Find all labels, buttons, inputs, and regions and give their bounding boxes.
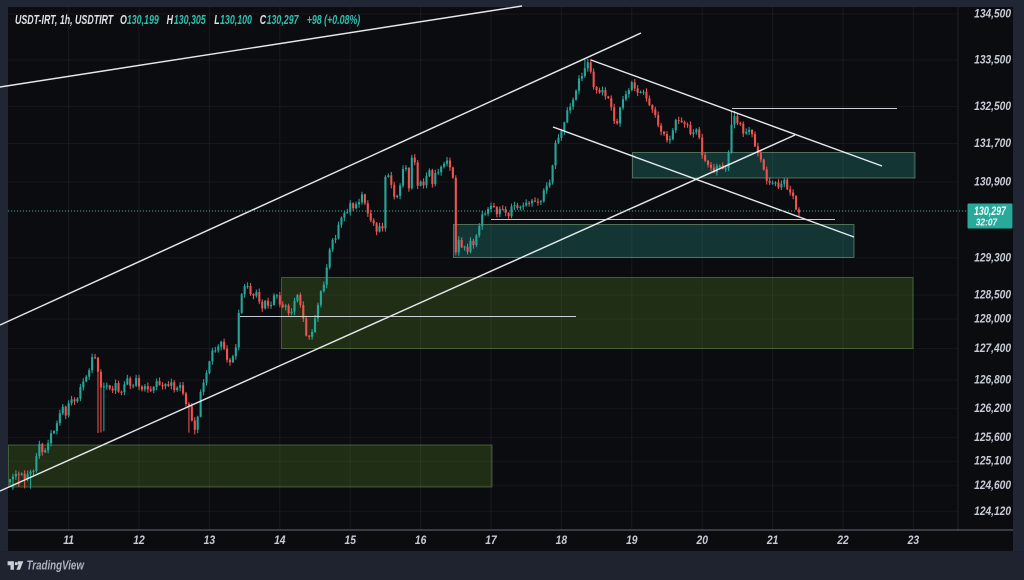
svg-text:13: 13 <box>204 534 216 547</box>
svg-text:133,500: 133,500 <box>974 54 1012 67</box>
svg-text:130,297: 130,297 <box>974 206 1007 218</box>
svg-text:32:07: 32:07 <box>976 217 998 229</box>
svg-text:128,500: 128,500 <box>974 289 1012 302</box>
svg-text:126,800: 126,800 <box>974 374 1012 387</box>
svg-text:18: 18 <box>556 534 568 547</box>
svg-text:131,700: 131,700 <box>974 137 1012 150</box>
svg-text:TradingView: TradingView <box>27 559 85 573</box>
svg-text:129,300: 129,300 <box>974 252 1012 265</box>
svg-text:126,200: 126,200 <box>974 403 1012 416</box>
svg-text:128,000: 128,000 <box>974 313 1012 326</box>
svg-text:21: 21 <box>766 534 778 547</box>
svg-text:23: 23 <box>907 534 920 547</box>
svg-text:11: 11 <box>63 534 74 547</box>
svg-text:16: 16 <box>415 534 427 547</box>
svg-text:20: 20 <box>696 534 709 547</box>
svg-text:132,500: 132,500 <box>974 100 1012 113</box>
svg-text:134,500: 134,500 <box>974 8 1012 21</box>
svg-text:130,900: 130,900 <box>974 176 1012 189</box>
svg-text:17: 17 <box>485 534 497 547</box>
svg-text:127,400: 127,400 <box>974 342 1012 355</box>
svg-text:15: 15 <box>344 534 356 547</box>
svg-text:19: 19 <box>626 534 638 547</box>
svg-text:125,600: 125,600 <box>974 431 1012 444</box>
svg-text:12: 12 <box>133 534 145 547</box>
svg-text:124,600: 124,600 <box>974 479 1012 492</box>
svg-text:125,100: 125,100 <box>974 455 1012 468</box>
svg-text:124,120: 124,120 <box>974 505 1012 518</box>
svg-text:22: 22 <box>836 534 849 547</box>
svg-text:14: 14 <box>274 534 286 547</box>
